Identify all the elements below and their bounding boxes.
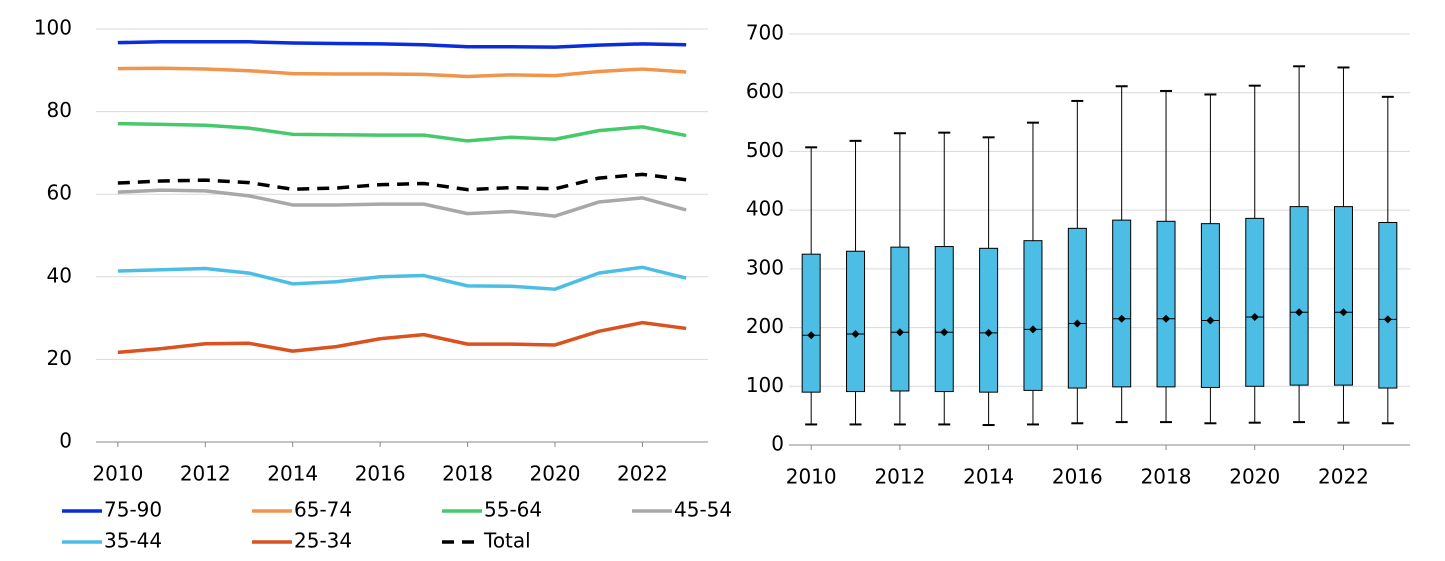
median-marker: [851, 330, 860, 339]
y-tick-label: 40: [47, 263, 72, 287]
y-tick-label: 400: [746, 197, 784, 221]
box: [1289, 206, 1309, 386]
box: [1067, 227, 1087, 389]
series-line: [117, 121, 687, 143]
legend-label: 35-44: [104, 529, 162, 553]
box: [1112, 219, 1132, 388]
legend-label: 45-54: [674, 498, 732, 522]
y-tick-label: 500: [746, 138, 784, 162]
y-tick-label: 100: [746, 373, 784, 397]
series-line: [117, 66, 687, 79]
x-tick-label: 2018: [1141, 465, 1192, 489]
series-line: [117, 320, 687, 355]
y-tick-label: 200: [746, 314, 784, 338]
x-tick-label: 2020: [1229, 465, 1280, 489]
median-marker: [1250, 313, 1259, 322]
box: [1023, 240, 1043, 391]
x-tick-label: 2022: [617, 462, 668, 486]
box: [801, 253, 821, 393]
x-tick-label: 2022: [1318, 465, 1369, 489]
y-tick-label: 80: [47, 98, 72, 122]
x-tick-label: 2014: [963, 465, 1014, 489]
x-tick-label: 2010: [92, 462, 143, 486]
median-marker: [984, 328, 993, 337]
legend-label: 65-74: [294, 498, 352, 522]
box: [1245, 217, 1265, 387]
y-tick-label: 100: [34, 16, 72, 40]
x-tick-label: 2018: [442, 462, 493, 486]
y-tick-label: 0: [771, 432, 784, 456]
x-tick-label: 2012: [180, 462, 231, 486]
box: [890, 246, 910, 392]
x-tick-label: 2016: [355, 462, 406, 486]
series-line: [117, 40, 687, 49]
legend-label: Total: [483, 529, 531, 553]
y-tick-label: 20: [47, 346, 72, 370]
x-tick-label: 2010: [786, 465, 837, 489]
median-marker: [1295, 308, 1304, 317]
box: [1156, 220, 1176, 388]
box: [846, 250, 866, 393]
box: [934, 246, 954, 393]
box: [979, 247, 999, 393]
x-tick-label: 2016: [1052, 465, 1103, 489]
median-marker: [1028, 325, 1037, 334]
median-marker: [1339, 308, 1348, 317]
median-marker: [1383, 315, 1392, 324]
box: [1378, 221, 1398, 389]
x-tick-label: 2014: [267, 462, 318, 486]
y-tick-label: 700: [746, 21, 784, 45]
x-tick-label: 2012: [874, 465, 925, 489]
median-marker: [940, 328, 949, 337]
legend-label: 75-90: [104, 498, 162, 522]
series-line: [117, 172, 687, 192]
series-line: [117, 188, 687, 218]
x-tick-label: 2020: [530, 462, 581, 486]
y-tick-label: 300: [746, 255, 784, 279]
y-tick-label: 60: [47, 181, 72, 205]
median-marker: [1206, 316, 1215, 325]
median-marker: [1073, 319, 1082, 328]
legend-label: 25-34: [294, 529, 352, 553]
y-tick-label: 0: [59, 429, 72, 453]
box: [1333, 206, 1353, 386]
box: [1200, 223, 1220, 388]
median-marker: [1162, 314, 1171, 323]
median-marker: [1117, 314, 1126, 323]
y-tick-label: 600: [746, 79, 784, 103]
legend-label: 55-64: [484, 498, 542, 522]
series-line: [117, 265, 687, 291]
median-marker: [895, 328, 904, 337]
median-marker: [807, 331, 816, 340]
